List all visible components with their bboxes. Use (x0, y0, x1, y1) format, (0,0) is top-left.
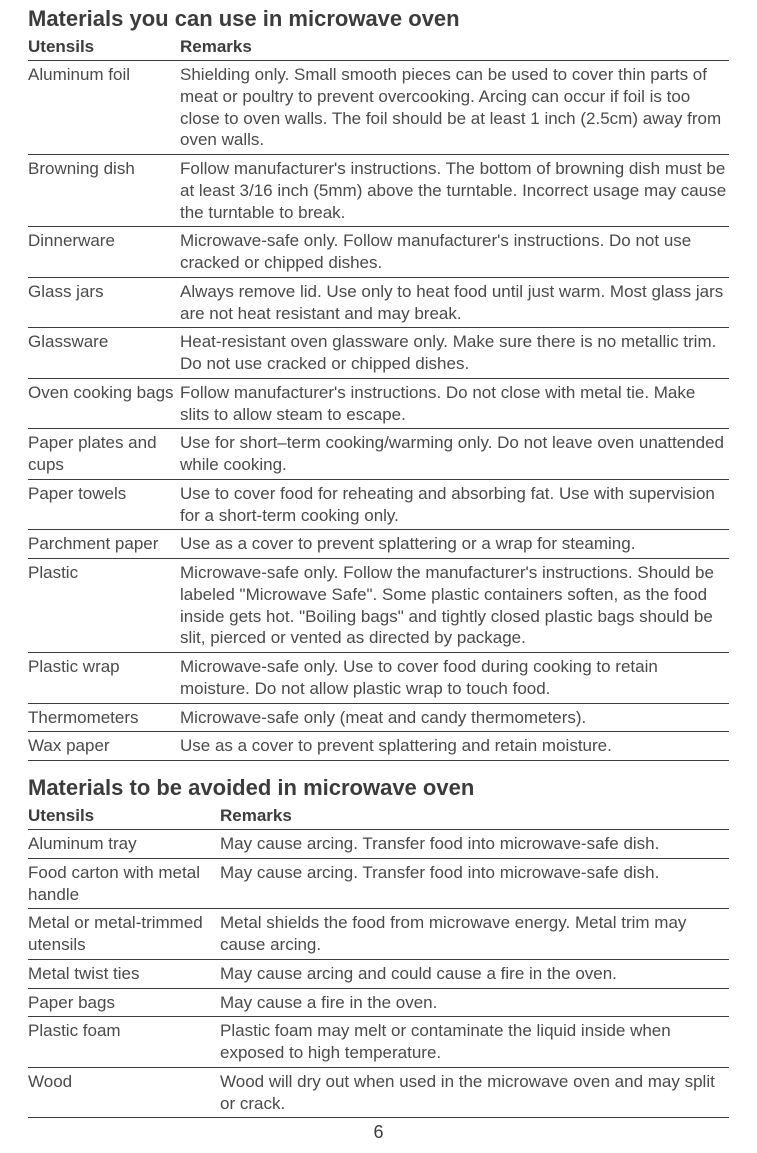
table-row: Plastic wrapMicrowave-safe only. Use to … (28, 653, 729, 704)
remark-cell: Use as a cover to prevent splattering an… (180, 732, 729, 761)
remark-cell: May cause arcing. Transfer food into mic… (220, 858, 729, 909)
utensil-cell: Wax paper (28, 732, 180, 761)
header-utensils: Utensils (28, 803, 220, 830)
utensil-cell: Food carton with metal handle (28, 858, 220, 909)
table-row: Paper plates and cupsUse for short–term … (28, 429, 729, 480)
remark-cell: Microwave-safe only. Use to cover food d… (180, 653, 729, 704)
table-header-row: Utensils Remarks (28, 34, 729, 61)
utensil-cell: Thermometers (28, 703, 180, 732)
table-row: Oven cooking bagsFollow manufacturer's i… (28, 378, 729, 429)
remark-cell: Microwave-safe only (meat and candy ther… (180, 703, 729, 732)
header-remarks: Remarks (220, 803, 729, 830)
utensil-cell: Metal or metal-trimmed utensils (28, 909, 220, 960)
table-row: Wax paperUse as a cover to prevent splat… (28, 732, 729, 761)
utensil-cell: Paper bags (28, 988, 220, 1017)
table-row: ThermometersMicrowave-safe only (meat an… (28, 703, 729, 732)
table-row: Food carton with metal handleMay cause a… (28, 858, 729, 909)
table-row: Paper towelsUse to cover food for reheat… (28, 479, 729, 530)
table-row: DinnerwareMicrowave-safe only. Follow ma… (28, 227, 729, 278)
remark-cell: Use for short–term cooking/warming only.… (180, 429, 729, 480)
remark-cell: May cause arcing and could cause a fire … (220, 959, 729, 988)
remark-cell: Heat-resistant oven glassware only. Make… (180, 328, 729, 379)
utensil-cell: Plastic foam (28, 1017, 220, 1068)
table-row: PlasticMicrowave-safe only. Follow the m… (28, 559, 729, 653)
utensil-cell: Paper towels (28, 479, 180, 530)
remark-cell: Microwave-safe only. Follow the manufact… (180, 559, 729, 653)
remark-cell: Use as a cover to prevent splattering or… (180, 530, 729, 559)
utensil-cell: Dinnerware (28, 227, 180, 278)
utensil-cell: Paper plates and cups (28, 429, 180, 480)
table-row: Aluminum foilShielding only. Small smoot… (28, 61, 729, 155)
utensil-cell: Metal twist ties (28, 959, 220, 988)
table-row: GlasswareHeat-resistant oven glassware o… (28, 328, 729, 379)
table-row: Aluminum trayMay cause arcing. Transfer … (28, 830, 729, 859)
remark-cell: Use to cover food for reheating and abso… (180, 479, 729, 530)
table-row: Glass jarsAlways remove lid. Use only to… (28, 277, 729, 328)
materials-avoided-table: Utensils Remarks Aluminum trayMay cause … (28, 803, 729, 1118)
utensil-cell: Oven cooking bags (28, 378, 180, 429)
section-b-title: Materials to be avoided in microwave ove… (28, 775, 729, 801)
header-utensils: Utensils (28, 34, 180, 61)
remark-cell: Microwave-safe only. Follow manufacturer… (180, 227, 729, 278)
utensil-cell: Browning dish (28, 155, 180, 227)
utensil-cell: Aluminum tray (28, 830, 220, 859)
utensil-cell: Plastic (28, 559, 180, 653)
table-row: WoodWood will dry out when used in the m… (28, 1067, 729, 1118)
section-a-title: Materials you can use in microwave oven (28, 6, 729, 32)
table-header-row: Utensils Remarks (28, 803, 729, 830)
remark-cell: Wood will dry out when used in the micro… (220, 1067, 729, 1118)
table-row: Parchment paperUse as a cover to prevent… (28, 530, 729, 559)
header-remarks: Remarks (180, 34, 729, 61)
remark-cell: Shielding only. Small smooth pieces can … (180, 61, 729, 155)
utensil-cell: Wood (28, 1067, 220, 1118)
remark-cell: Follow manufacturer's instructions. Do n… (180, 378, 729, 429)
remark-cell: May cause a fire in the oven. (220, 988, 729, 1017)
utensil-cell: Glassware (28, 328, 180, 379)
manual-page: Materials you can use in microwave oven … (0, 0, 757, 1153)
utensil-cell: Parchment paper (28, 530, 180, 559)
table-row: Metal twist tiesMay cause arcing and cou… (28, 959, 729, 988)
table-row: Paper bagsMay cause a fire in the oven. (28, 988, 729, 1017)
utensil-cell: Aluminum foil (28, 61, 180, 155)
remark-cell: Plastic foam may melt or contaminate the… (220, 1017, 729, 1068)
table-row: Browning dishFollow manufacturer's instr… (28, 155, 729, 227)
materials-allowed-table: Utensils Remarks Aluminum foilShielding … (28, 34, 729, 761)
utensil-cell: Glass jars (28, 277, 180, 328)
table-row: Metal or metal-trimmed utensilsMetal shi… (28, 909, 729, 960)
utensil-cell: Plastic wrap (28, 653, 180, 704)
remark-cell: Follow manufacturer's instructions. The … (180, 155, 729, 227)
remark-cell: Always remove lid. Use only to heat food… (180, 277, 729, 328)
table-row: Plastic foamPlastic foam may melt or con… (28, 1017, 729, 1068)
page-number: 6 (28, 1122, 729, 1143)
remark-cell: Metal shields the food from microwave en… (220, 909, 729, 960)
remark-cell: May cause arcing. Transfer food into mic… (220, 830, 729, 859)
